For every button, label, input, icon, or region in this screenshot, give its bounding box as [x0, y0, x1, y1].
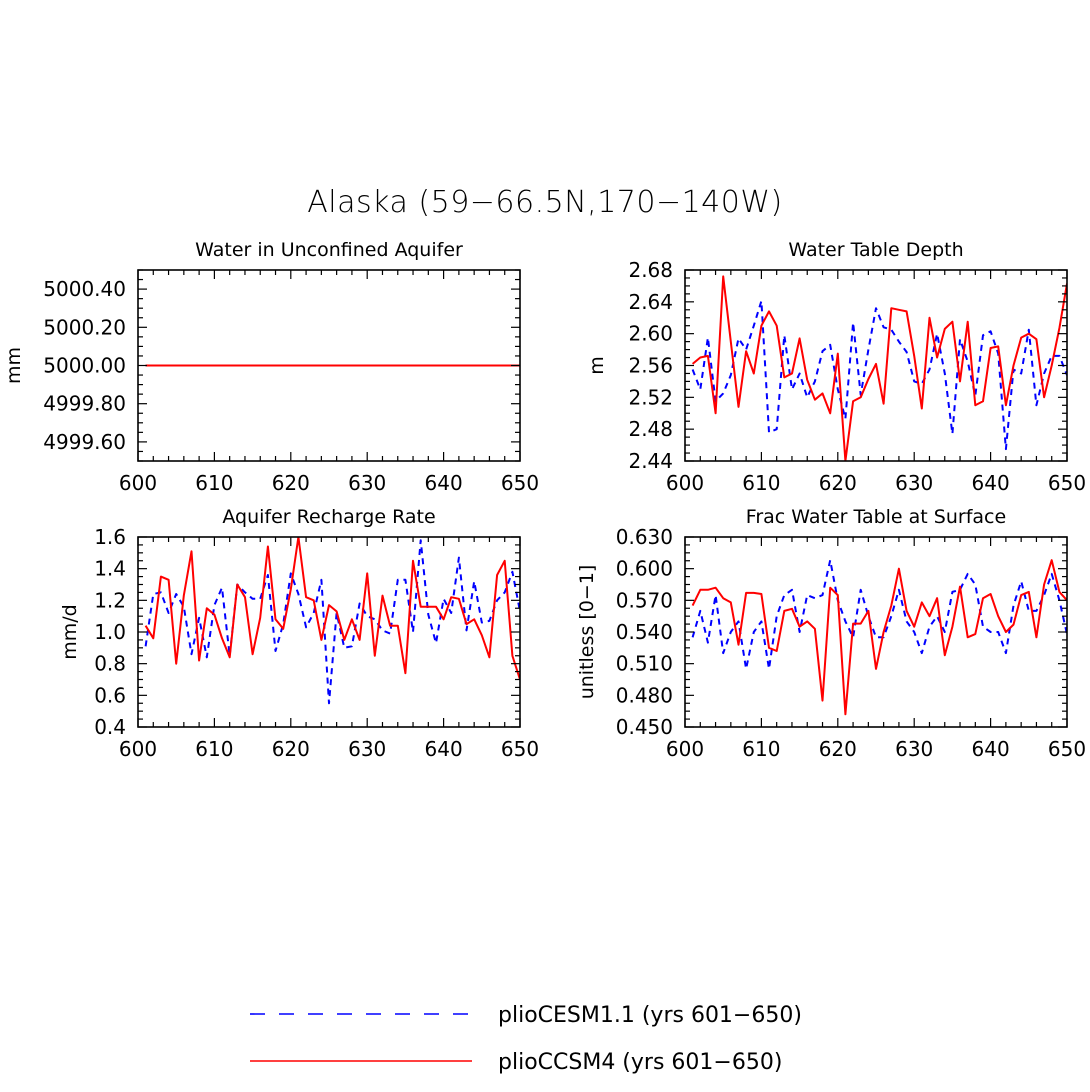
x-tick-label: 640 [425, 737, 463, 761]
y-tick-label: 0.8 [94, 652, 126, 676]
x-tick-label: 630 [348, 737, 386, 761]
panel-2: Water Table Depth m 600 610 620 630 640 650 2.44… [586, 239, 1086, 495]
x-tick-label: 630 [895, 471, 933, 495]
panel-title: Water in Unconfined Aquifer [195, 239, 463, 261]
legend-label-cesm: plioCESM1.1 (yrs 601−650) [498, 1003, 802, 1028]
y-tick-label: 4999.60 [43, 430, 126, 454]
y-tick-label: 2.56 [628, 354, 673, 378]
panel-title: Aquifer Recharge Rate [222, 506, 435, 528]
y-tick-label: 2.44 [628, 449, 673, 473]
y-tick-label: 4999.80 [43, 392, 126, 416]
x-tick-label: 630 [348, 471, 386, 495]
y-tick-label: 5000.00 [43, 354, 126, 378]
y-tick-label: 0.4 [94, 715, 126, 739]
y-tick-label: 0.540 [616, 620, 673, 644]
x-tick-label: 600 [119, 471, 157, 495]
series-line-cesm [144, 539, 520, 705]
panel-title: Water Table Depth [788, 239, 963, 261]
y-tick-label: 5000.40 [43, 277, 126, 301]
y-tick-label: 0.450 [616, 715, 673, 739]
x-tick-label: 650 [501, 737, 539, 761]
x-tick-label: 600 [666, 471, 704, 495]
y-tick-label: 1.2 [94, 588, 126, 612]
series-line-cesm [691, 300, 1067, 451]
series-line-ccsm4 [144, 537, 520, 680]
x-tick-label: 620 [272, 471, 310, 495]
y-tick-label: 2.52 [628, 385, 673, 409]
x-tick-label: 650 [1048, 737, 1086, 761]
y-tick-label: 1.0 [94, 620, 126, 644]
x-tick-label: 650 [501, 471, 539, 495]
y-tick-label: 0.600 [616, 557, 673, 581]
y-tick-label: 0.510 [616, 652, 673, 676]
x-tick-label: 610 [195, 737, 233, 761]
y-axis-label: mm/d [59, 604, 81, 659]
y-axis-label: m [586, 356, 608, 375]
y-tick-label: 2.48 [628, 417, 673, 441]
series-line-cesm [691, 559, 1067, 670]
y-tick-label: 2.68 [628, 258, 673, 282]
y-axis-label: unitless [0−1] [576, 565, 598, 700]
x-tick-label: 640 [425, 471, 463, 495]
panel-1: Water in Unconfined Aquifer mm 600 610 620 63… [3, 239, 539, 495]
y-tick-label: 0.6 [94, 683, 126, 707]
x-tick-label: 630 [895, 737, 933, 761]
figure-title: Alaska (59−66.5N,170−140W) [307, 185, 783, 220]
x-tick-label: 640 [972, 471, 1010, 495]
chart-panels: Water in Unconfined Aquifer mm 600 610 620 63… [3, 239, 1086, 761]
x-tick-label: 600 [666, 737, 704, 761]
x-tick-label: 620 [819, 471, 857, 495]
x-tick-label: 640 [972, 737, 1010, 761]
y-axis-label: mm [3, 347, 25, 384]
y-tick-label: 2.60 [628, 322, 673, 346]
y-tick-label: 0.480 [616, 683, 673, 707]
y-tick-label: 5000.20 [43, 315, 126, 339]
panel-4: Frac Water Table at Surface unitless [0−1… [576, 506, 1086, 761]
x-tick-label: 610 [742, 737, 780, 761]
legend: plioCESM1.1 (yrs 601−650) plioCCSM4 (yrs… [250, 1003, 802, 1075]
series-line-ccsm4 [691, 275, 1067, 461]
legend-label-ccsm4: plioCCSM4 (yrs 601−650) [498, 1050, 782, 1075]
panel-3: Aquifer Recharge Rate mm/d 600 610 620 630 640… [59, 506, 539, 761]
x-tick-label: 620 [819, 737, 857, 761]
series-line-ccsm4 [691, 559, 1067, 716]
x-tick-label: 600 [119, 737, 157, 761]
y-tick-label: 0.630 [616, 525, 673, 549]
panel-title: Frac Water Table at Surface [746, 506, 1006, 528]
y-tick-label: 1.4 [94, 557, 126, 581]
y-tick-label: 2.64 [628, 290, 673, 314]
x-tick-label: 610 [742, 471, 780, 495]
y-tick-label: 1.6 [94, 525, 126, 549]
x-tick-label: 610 [195, 471, 233, 495]
y-tick-label: 0.570 [616, 588, 673, 612]
x-tick-label: 620 [272, 737, 310, 761]
x-tick-label: 650 [1048, 471, 1086, 495]
